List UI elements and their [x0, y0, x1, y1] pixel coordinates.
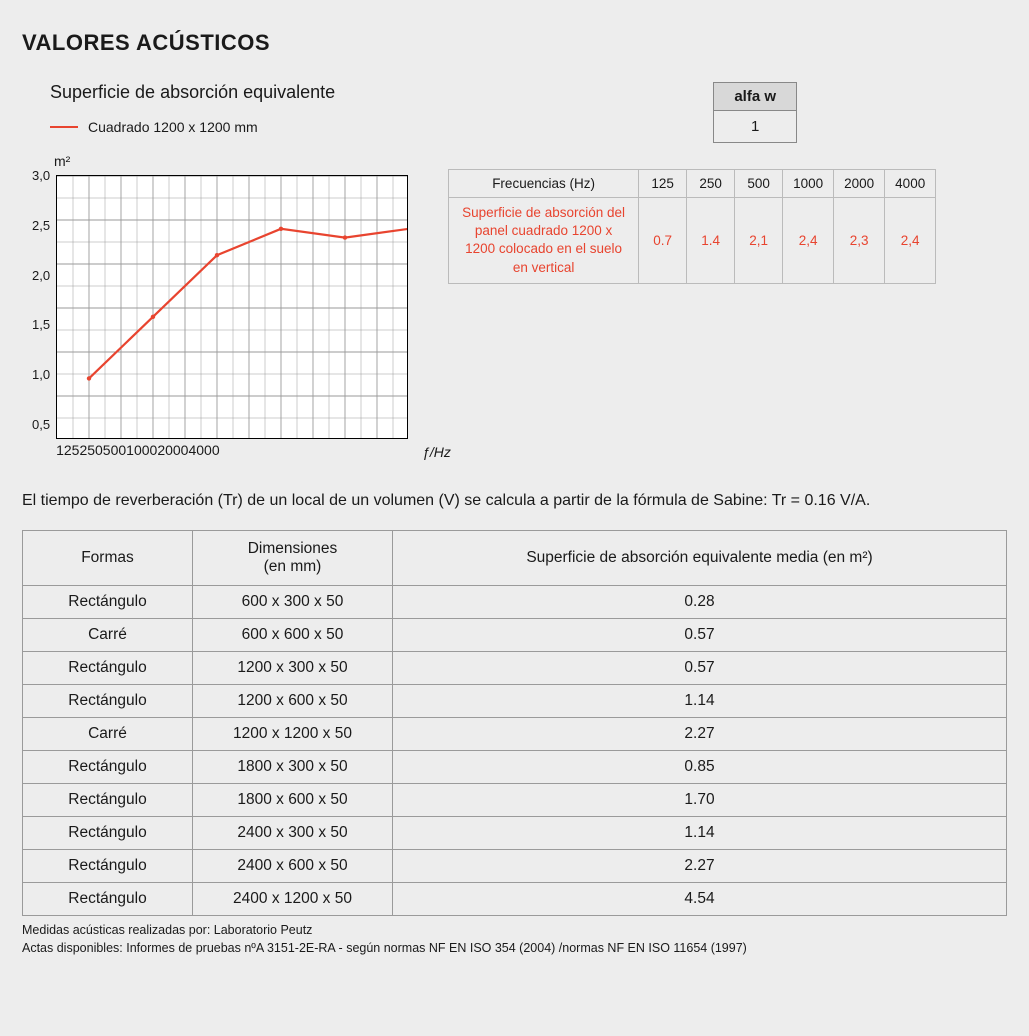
shapes-col-header: Dimensiones(en mm)	[193, 531, 393, 586]
shapes-table: FormasDimensiones(en mm)Superficie de ab…	[22, 530, 1007, 916]
shapes-cell: 1800 x 600 x 50	[193, 784, 393, 817]
shapes-cell: Carré	[23, 619, 193, 652]
shapes-cell: 2400 x 1200 x 50	[193, 883, 393, 916]
xtick-label: 500	[103, 442, 126, 458]
subtitle: Superficie de absorción equivalente	[50, 82, 335, 103]
freq-header-label: Frecuencias (Hz)	[449, 170, 639, 198]
freq-value-cell: 2,3	[834, 198, 885, 284]
ytick-label: 0,5	[32, 417, 50, 432]
ytick-label: 2,5	[32, 218, 50, 233]
shapes-cell: Rectángulo	[23, 817, 193, 850]
freq-value-cell: 2,4	[783, 198, 834, 284]
shapes-cell: Carré	[23, 718, 193, 751]
footnotes: Medidas acústicas realizadas por: Labora…	[22, 922, 1007, 957]
table-row: Rectángulo2400 x 1200 x 504.54	[23, 883, 1007, 916]
shapes-cell: 1.14	[393, 817, 1007, 850]
freq-col-header: 125	[639, 170, 687, 198]
shapes-cell: 600 x 600 x 50	[193, 619, 393, 652]
table-row: Carré600 x 600 x 500.57	[23, 619, 1007, 652]
shapes-cell: 2.27	[393, 850, 1007, 883]
shapes-cell: Rectángulo	[23, 652, 193, 685]
ytick-label: 2,0	[32, 268, 50, 283]
xtick-label: 2000	[157, 442, 188, 458]
table-row: Rectángulo2400 x 300 x 501.14	[23, 817, 1007, 850]
shapes-cell: 0.85	[393, 751, 1007, 784]
freq-value-cell: 1.4	[687, 198, 735, 284]
shapes-cell: 600 x 300 x 50	[193, 586, 393, 619]
absorption-chart: m² 3,0 2,5 2,0 1,5 1,0 0,5 125250500100020004…	[32, 153, 408, 464]
shapes-cell: Rectángulo	[23, 850, 193, 883]
xtick-label: 4000	[188, 442, 219, 458]
shapes-col-header: Formas	[23, 531, 193, 586]
freq-col-header: 250	[687, 170, 735, 198]
shapes-cell: Rectángulo	[23, 751, 193, 784]
shapes-cell: Rectángulo	[23, 586, 193, 619]
frequency-table: Frecuencias (Hz)125250500100020004000 Sup…	[448, 169, 936, 284]
ytick-label: 1,0	[32, 367, 50, 382]
yticks: 3,0 2,5 2,0 1,5 1,0 0,5	[32, 168, 56, 432]
shapes-cell: 1200 x 600 x 50	[193, 685, 393, 718]
shapes-cell: 1800 x 300 x 50	[193, 751, 393, 784]
freq-col-header: 2000	[834, 170, 885, 198]
xticks: 125250500100020004000	[56, 442, 408, 462]
shapes-cell: Rectángulo	[23, 883, 193, 916]
freq-value-cell: 2,1	[735, 198, 783, 284]
alfa-box: alfa w 1	[713, 82, 797, 143]
shapes-cell: Rectángulo	[23, 784, 193, 817]
table-row: Rectángulo1200 x 300 x 500.57	[23, 652, 1007, 685]
yaxis-label: m²	[54, 153, 408, 169]
formula-text: El tiempo de reverberación (Tr) de un lo…	[22, 490, 1007, 512]
table-row: Rectángulo600 x 300 x 500.28	[23, 586, 1007, 619]
shapes-cell: 2400 x 300 x 50	[193, 817, 393, 850]
shapes-cell: 1.70	[393, 784, 1007, 817]
freq-col-header: 1000	[783, 170, 834, 198]
chart-plot	[56, 175, 408, 439]
shapes-cell: 2400 x 600 x 50	[193, 850, 393, 883]
freq-row-label: Superficie de absorción del panel cuadra…	[449, 198, 639, 284]
shapes-cell: 4.54	[393, 883, 1007, 916]
legend-line-icon	[50, 126, 78, 129]
footnote-line: Actas disponibles: Informes de pruebas n…	[22, 940, 1007, 958]
shapes-cell: 0.57	[393, 652, 1007, 685]
ytick-label: 3,0	[32, 168, 50, 183]
footnote-line: Medidas acústicas realizadas por: Labora…	[22, 922, 1007, 940]
legend: Cuadrado 1200 x 1200 mm	[50, 119, 335, 135]
table-row: Rectángulo1200 x 600 x 501.14	[23, 685, 1007, 718]
xtick-label: 125	[56, 442, 79, 458]
table-row: Rectángulo1800 x 600 x 501.70	[23, 784, 1007, 817]
xtick-label: 1000	[126, 442, 157, 458]
shapes-cell: 2.27	[393, 718, 1007, 751]
shapes-col-header: Superficie de absorción equivalente medi…	[393, 531, 1007, 586]
shapes-cell: 1200 x 1200 x 50	[193, 718, 393, 751]
shapes-cell: 0.28	[393, 586, 1007, 619]
freq-value-cell: 2,4	[885, 198, 936, 284]
shapes-cell: 1.14	[393, 685, 1007, 718]
page-title: VALORES ACÚSTICOS	[22, 30, 1007, 56]
alfa-header: alfa w	[714, 83, 796, 111]
shapes-cell: 1200 x 300 x 50	[193, 652, 393, 685]
table-row: Carré1200 x 1200 x 502.27	[23, 718, 1007, 751]
table-row: Rectángulo2400 x 600 x 502.27	[23, 850, 1007, 883]
table-row: Rectángulo1800 x 300 x 500.85	[23, 751, 1007, 784]
ytick-label: 1,5	[32, 317, 50, 332]
xtick-label: 250	[79, 442, 102, 458]
shapes-cell: 0.57	[393, 619, 1007, 652]
freq-col-header: 4000	[885, 170, 936, 198]
shapes-cell: Rectángulo	[23, 685, 193, 718]
freq-col-header: 500	[735, 170, 783, 198]
alfa-value: 1	[714, 111, 796, 142]
freq-value-cell: 0.7	[639, 198, 687, 284]
legend-label: Cuadrado 1200 x 1200 mm	[88, 119, 258, 135]
xaxis-label: ƒ/Hz	[422, 444, 451, 460]
